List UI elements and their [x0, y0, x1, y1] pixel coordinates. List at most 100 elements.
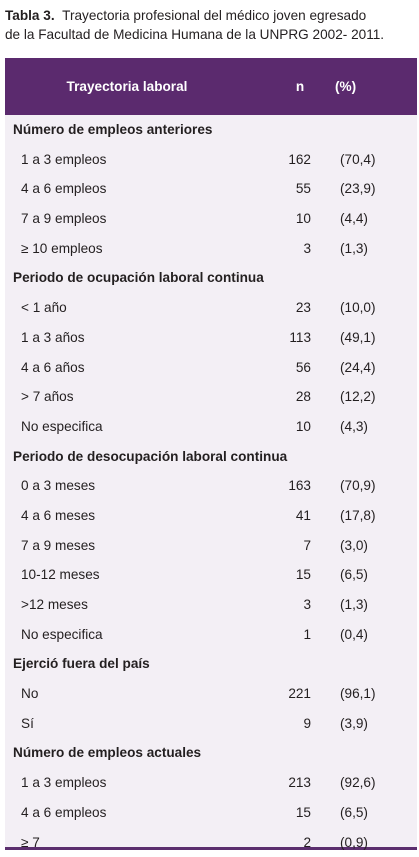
- table-row: 1 a 3 años 113 (49,1): [5, 323, 417, 353]
- row-n-value: 28: [255, 382, 311, 412]
- row-label: 1 a 3 empleos: [21, 145, 106, 175]
- row-pct-value: (4,4): [340, 204, 368, 234]
- row-pct-value: (70,9): [340, 471, 376, 501]
- section-title: Ejerció fuera del país: [13, 649, 150, 679]
- caption-label: Tabla 3.: [5, 8, 55, 23]
- row-label: 1 a 3 empleos: [21, 768, 106, 798]
- table-row: 10-12 meses 15 (6,5): [5, 560, 417, 590]
- row-pct-value: (4,3): [340, 412, 368, 442]
- row-pct-value: (1,3): [340, 590, 368, 620]
- table-row: 4 a 6 empleos 15 (6,5): [5, 798, 417, 828]
- table-row: 4 a 6 meses 41 (17,8): [5, 501, 417, 531]
- row-n-value: 7: [255, 531, 311, 561]
- row-label: > 7 años: [21, 382, 74, 412]
- row-n-value: 162: [255, 145, 311, 175]
- table-row: ≥ 10 empleos 3 (1,3): [5, 234, 417, 264]
- table-row: 0 a 3 meses 163 (70,9): [5, 471, 417, 501]
- table-row: 1 a 3 empleos 162 (70,4): [5, 145, 417, 175]
- row-pct-value: (12,2): [340, 382, 376, 412]
- row-label: No especifica: [21, 620, 103, 650]
- row-pct-value: (23,9): [340, 174, 376, 204]
- row-label: 4 a 6 años: [21, 353, 85, 383]
- section-row: Número de empleos actuales: [5, 738, 417, 768]
- row-pct-value: (92,6): [340, 768, 376, 798]
- row-n-value: 2: [255, 828, 311, 857]
- row-label: 4 a 6 empleos: [21, 798, 106, 828]
- row-n-value: 55: [255, 174, 311, 204]
- header-trayectoria: Trayectoria laboral: [5, 58, 249, 115]
- row-label: ≥ 10 empleos: [21, 234, 103, 264]
- row-label: < 1 año: [21, 293, 67, 323]
- row-n-value: 15: [255, 798, 311, 828]
- row-n-value: 1: [255, 620, 311, 650]
- row-pct-value: (0,4): [340, 620, 368, 650]
- section-row: Periodo de ocupación laboral continua: [5, 263, 417, 293]
- section-row: Número de empleos anteriores: [5, 115, 417, 145]
- header-n: n: [283, 58, 317, 115]
- row-n-value: 9: [255, 709, 311, 739]
- row-n-value: 10: [255, 412, 311, 442]
- row-n-value: 3: [255, 590, 311, 620]
- row-n-value: 113: [255, 323, 311, 353]
- section-title: Número de empleos anteriores: [13, 115, 212, 145]
- row-pct-value: (3,0): [340, 531, 368, 561]
- section-title: Número de empleos actuales: [13, 738, 201, 768]
- row-n-value: 23: [255, 293, 311, 323]
- row-label: 7 a 9 empleos: [21, 204, 106, 234]
- row-pct-value: (3,9): [340, 709, 368, 739]
- row-label: ≥ 7: [21, 828, 40, 857]
- row-label: 4 a 6 empleos: [21, 174, 106, 204]
- table-row: 1 a 3 empleos 213 (92,6): [5, 768, 417, 798]
- table-row: > 7 años 28 (12,2): [5, 382, 417, 412]
- row-n-value: 3: [255, 234, 311, 264]
- caption-line-2: de la Facultad de Medicina Humana de la …: [5, 25, 417, 44]
- table-row: 7 a 9 empleos 10 (4,4): [5, 204, 417, 234]
- table-row: ≥ 7 2 (0,9): [5, 828, 417, 857]
- row-pct-value: (6,5): [340, 798, 368, 828]
- row-label: 0 a 3 meses: [21, 471, 95, 501]
- row-label: 7 a 9 meses: [21, 531, 95, 561]
- row-pct-value: (70,4): [340, 145, 376, 175]
- row-pct-value: (6,5): [340, 560, 368, 590]
- section-row: Ejerció fuera del país: [5, 649, 417, 679]
- table-row: 4 a 6 años 56 (24,4): [5, 353, 417, 383]
- table-header: Trayectoria laboral n (%): [5, 58, 417, 115]
- caption-title: Trayectoria profesional del médico joven…: [62, 8, 366, 23]
- row-pct-value: (10,0): [340, 293, 376, 323]
- row-n-value: 221: [255, 679, 311, 709]
- row-n-value: 213: [255, 768, 311, 798]
- row-label: 10-12 meses: [21, 560, 100, 590]
- row-n-value: 10: [255, 204, 311, 234]
- caption-line-1: Tabla 3. Trayectoria profesional del méd…: [5, 6, 417, 25]
- row-pct-value: (1,3): [340, 234, 368, 264]
- row-n-value: 56: [255, 353, 311, 383]
- table-row: 7 a 9 meses 7 (3,0): [5, 531, 417, 561]
- table-row: < 1 año 23 (10,0): [5, 293, 417, 323]
- row-pct-value: (49,1): [340, 323, 376, 353]
- section-title: Periodo de desocupación laboral continua: [13, 442, 287, 472]
- row-n-value: 41: [255, 501, 311, 531]
- section-title: Periodo de ocupación laboral continua: [13, 263, 264, 293]
- row-label: No: [21, 679, 38, 709]
- row-label: No especifica: [21, 412, 103, 442]
- data-table: Trayectoria laboral n (%) Número de empl…: [5, 58, 417, 850]
- table-row: >12 meses 3 (1,3): [5, 590, 417, 620]
- row-pct-value: (0,9): [340, 828, 368, 857]
- row-label: Sí: [21, 709, 34, 739]
- section-row: Periodo de desocupación laboral continua: [5, 442, 417, 472]
- table-row: 4 a 6 empleos 55 (23,9): [5, 174, 417, 204]
- row-n-value: 163: [255, 471, 311, 501]
- table-row: No especifica 1 (0,4): [5, 620, 417, 650]
- table-row: Sí 9 (3,9): [5, 709, 417, 739]
- row-label: >12 meses: [21, 590, 88, 620]
- header-pct: (%): [335, 58, 356, 115]
- table-caption: Tabla 3. Trayectoria profesional del méd…: [5, 6, 417, 44]
- row-label: 4 a 6 meses: [21, 501, 95, 531]
- row-n-value: 15: [255, 560, 311, 590]
- row-pct-value: (17,8): [340, 501, 376, 531]
- row-pct-value: (24,4): [340, 353, 376, 383]
- table-row: No especifica 10 (4,3): [5, 412, 417, 442]
- row-label: 1 a 3 años: [21, 323, 85, 353]
